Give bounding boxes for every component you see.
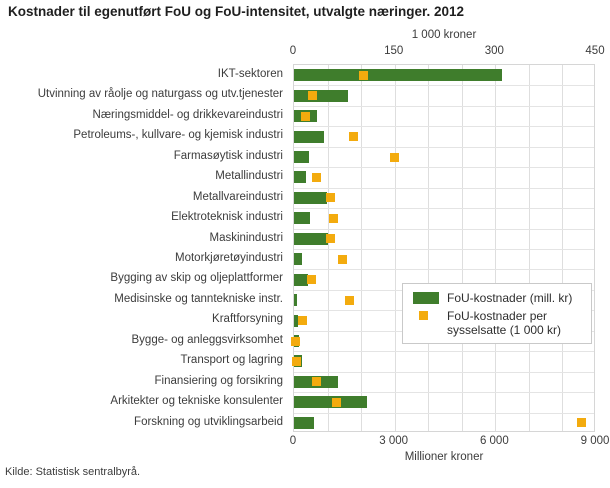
bar-17 (294, 396, 368, 409)
marker-10 (338, 254, 348, 264)
category-label: Metallindustri (215, 170, 283, 183)
tick-label: 300 (484, 45, 504, 57)
marker-8 (329, 213, 339, 223)
bar-12 (294, 294, 298, 307)
horizontal-gridline (294, 269, 594, 271)
marker-1 (359, 70, 369, 80)
legend-label-bar: FoU-kostnader (mill. kr) (447, 291, 573, 305)
marker-15 (291, 356, 301, 366)
category-label: Medisinske og tanntekniske instr. (114, 292, 283, 305)
marker-11 (306, 275, 316, 285)
marker-6 (311, 172, 321, 182)
vertical-gridline (361, 65, 363, 431)
marker-13 (297, 316, 307, 326)
tick-label: 150 (384, 45, 404, 57)
bar-9 (294, 232, 328, 245)
marker-12 (345, 295, 355, 305)
category-label: Petroleums-, kullvare- og kjemisk indust… (73, 129, 283, 142)
vertical-gridline (495, 65, 497, 431)
marker-18 (576, 418, 586, 428)
bar-13 (294, 314, 299, 327)
bar-18 (294, 416, 315, 429)
category-label: IKT-sektoren (217, 68, 283, 80)
source-text: Kilde: Statistisk sentralbyrå. (5, 466, 141, 478)
bar-7 (294, 191, 327, 204)
legend-yellow-square-swatch (419, 311, 428, 320)
vertical-gridline (562, 65, 564, 431)
category-label: Transport og lagring (180, 354, 284, 367)
marker-7 (325, 193, 335, 203)
category-label: Arkitekter og tekniske konsulenter (110, 395, 283, 408)
marker-9 (325, 234, 335, 244)
bar-4 (294, 130, 325, 143)
vertical-gridline (461, 65, 463, 431)
category-label: Finansiering og forsikring (154, 374, 283, 387)
tick-label: 450 (585, 45, 605, 57)
horizontal-gridline (294, 85, 594, 87)
category-label: Kraftforsyning (212, 313, 283, 326)
horizontal-gridline (294, 412, 594, 414)
category-label: Motorkjøretøyindustri (175, 252, 283, 264)
horizontal-gridline (294, 187, 594, 189)
legend-green-bar-swatch (413, 292, 439, 304)
legend-item-bar: FoU-kostnader (mill. kr) (411, 291, 583, 305)
horizontal-gridline (294, 351, 594, 353)
tick-label: 9 000 (580, 435, 610, 447)
vertical-gridline (428, 65, 430, 431)
horizontal-gridline (294, 208, 594, 210)
horizontal-gridline (294, 167, 594, 169)
horizontal-gridline (294, 249, 594, 250)
top-axis-title: 1 000 kroner (411, 29, 477, 41)
category-label: Utvinning av råolje og naturgass og utv.… (37, 88, 283, 101)
tick-label: 0 (289, 435, 297, 447)
legend: FoU-kostnader (mill. kr) FoU-kostnader p… (402, 283, 592, 344)
tick-label: 0 (289, 45, 297, 57)
page-title: Kostnader til egenutført FoU og FoU-inte… (8, 4, 465, 19)
marker-17 (331, 397, 341, 407)
horizontal-gridline (294, 392, 594, 394)
marker-14 (290, 336, 300, 346)
bar-11 (294, 273, 308, 286)
category-label: Bygging av skip og oljeplattformer (110, 272, 283, 285)
marker-2 (308, 91, 318, 101)
marker-5 (390, 152, 400, 162)
horizontal-gridline (294, 228, 594, 230)
category-label: Farmasøytisk industri (173, 149, 283, 162)
bar-2 (294, 89, 349, 102)
category-label: Metallvareindustri (192, 190, 283, 203)
bar-5 (294, 151, 309, 163)
horizontal-gridline (294, 146, 594, 148)
horizontal-gridline (294, 105, 594, 107)
horizontal-gridline (294, 371, 594, 373)
legend-item-marker: FoU-kostnader per sysselsatte (1 000 kr) (411, 309, 583, 337)
marker-16 (311, 377, 321, 387)
horizontal-gridline (294, 126, 594, 128)
plot-area (290, 64, 595, 432)
bar-10 (294, 253, 303, 266)
bar-6 (294, 171, 307, 184)
vertical-gridline (327, 65, 329, 431)
tick-label: 6 000 (479, 435, 509, 447)
category-axis: IKT-sektoren Utvinning av råolje og natur… (0, 64, 288, 432)
category-label: Næringsmiddel- og drikkevareindustri (92, 108, 283, 121)
bar-8 (294, 212, 311, 225)
marker-4 (348, 132, 358, 142)
vertical-gridline (394, 65, 396, 431)
category-label: Maskinindustri (209, 231, 284, 244)
bottom-axis-title: Millioner kroner (404, 451, 484, 463)
category-label: Forskning og utviklingsarbeid (134, 415, 283, 428)
bar-1 (294, 69, 503, 82)
legend-label-marker: FoU-kostnader per sysselsatte (1 000 kr) (447, 309, 562, 337)
marker-3 (300, 111, 310, 121)
tick-label: 3 000 (379, 435, 409, 447)
category-label: Bygge- og anleggsvirksomhet (131, 333, 284, 346)
category-label: Elektroteknisk industri (171, 211, 283, 224)
vertical-gridline (528, 65, 530, 431)
